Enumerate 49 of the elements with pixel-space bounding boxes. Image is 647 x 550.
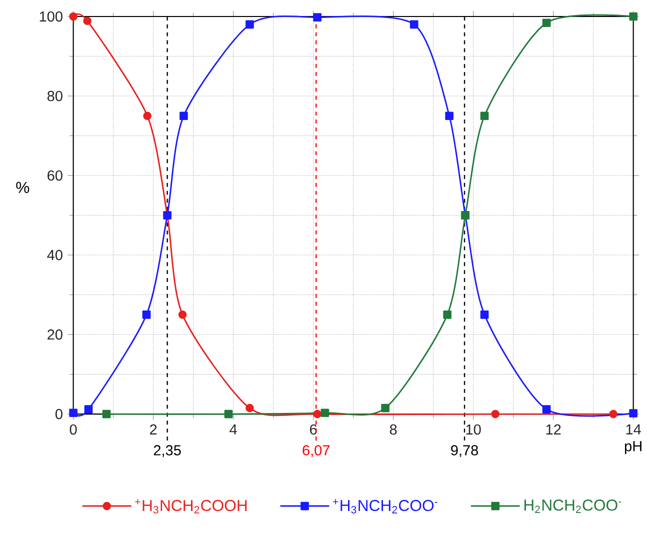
point — [443, 310, 452, 319]
legend-label: $^{+}$H$_{3}$NCH$_{2}$COOH — [135, 499, 247, 514]
x-tick-label: 10 — [466, 424, 481, 435]
point — [143, 112, 152, 120]
x-tick-label: 2 — [150, 424, 157, 435]
y-tick-label: 0 — [55, 409, 62, 420]
ref-line-label: 2,35 — [154, 445, 181, 458]
point — [542, 18, 551, 28]
x-tick-label: 0 — [70, 424, 77, 435]
point — [69, 408, 78, 418]
y-tick-label: 100 — [40, 11, 62, 22]
point — [246, 404, 254, 412]
y-tick-label: 80 — [47, 90, 62, 102]
x-tick-label: 14 — [626, 424, 641, 434]
x-tick-label: 12 — [546, 424, 561, 435]
x-axis-title: pH — [624, 441, 642, 454]
point — [381, 404, 390, 412]
y-axis-title: % — [16, 182, 30, 194]
x-tick-label: 4 — [230, 424, 237, 434]
ref-line-label: 9,78 — [451, 445, 478, 458]
point — [224, 410, 233, 418]
point — [320, 408, 330, 418]
point — [609, 410, 618, 418]
point — [410, 20, 418, 29]
point — [246, 20, 254, 29]
point — [69, 12, 78, 21]
point — [445, 112, 454, 120]
y-tick-label: 60 — [48, 170, 62, 181]
point — [542, 405, 551, 414]
point — [142, 310, 151, 319]
point — [313, 410, 322, 418]
point — [480, 310, 489, 319]
point — [178, 310, 187, 319]
point — [180, 112, 188, 120]
point — [629, 12, 638, 21]
x-tick-label: 6 — [310, 424, 317, 435]
point — [313, 13, 322, 22]
point — [84, 405, 93, 414]
point — [102, 410, 111, 418]
x-tick-label: 8 — [390, 424, 397, 435]
point — [629, 409, 638, 418]
point — [83, 16, 92, 26]
point — [480, 112, 489, 120]
legend-label: $^{+}$H$_{3}$NCH$_{2}$COO$^{-}$ — [333, 499, 438, 514]
legend-label: H$_{2}$NCH$_{2}$COO$^{-}$ — [524, 500, 622, 514]
y-tick-label: 20 — [48, 330, 62, 340]
ref-line-label: 6,07 — [302, 445, 330, 458]
point — [491, 410, 500, 418]
y-tick-label: 40 — [47, 250, 62, 260]
